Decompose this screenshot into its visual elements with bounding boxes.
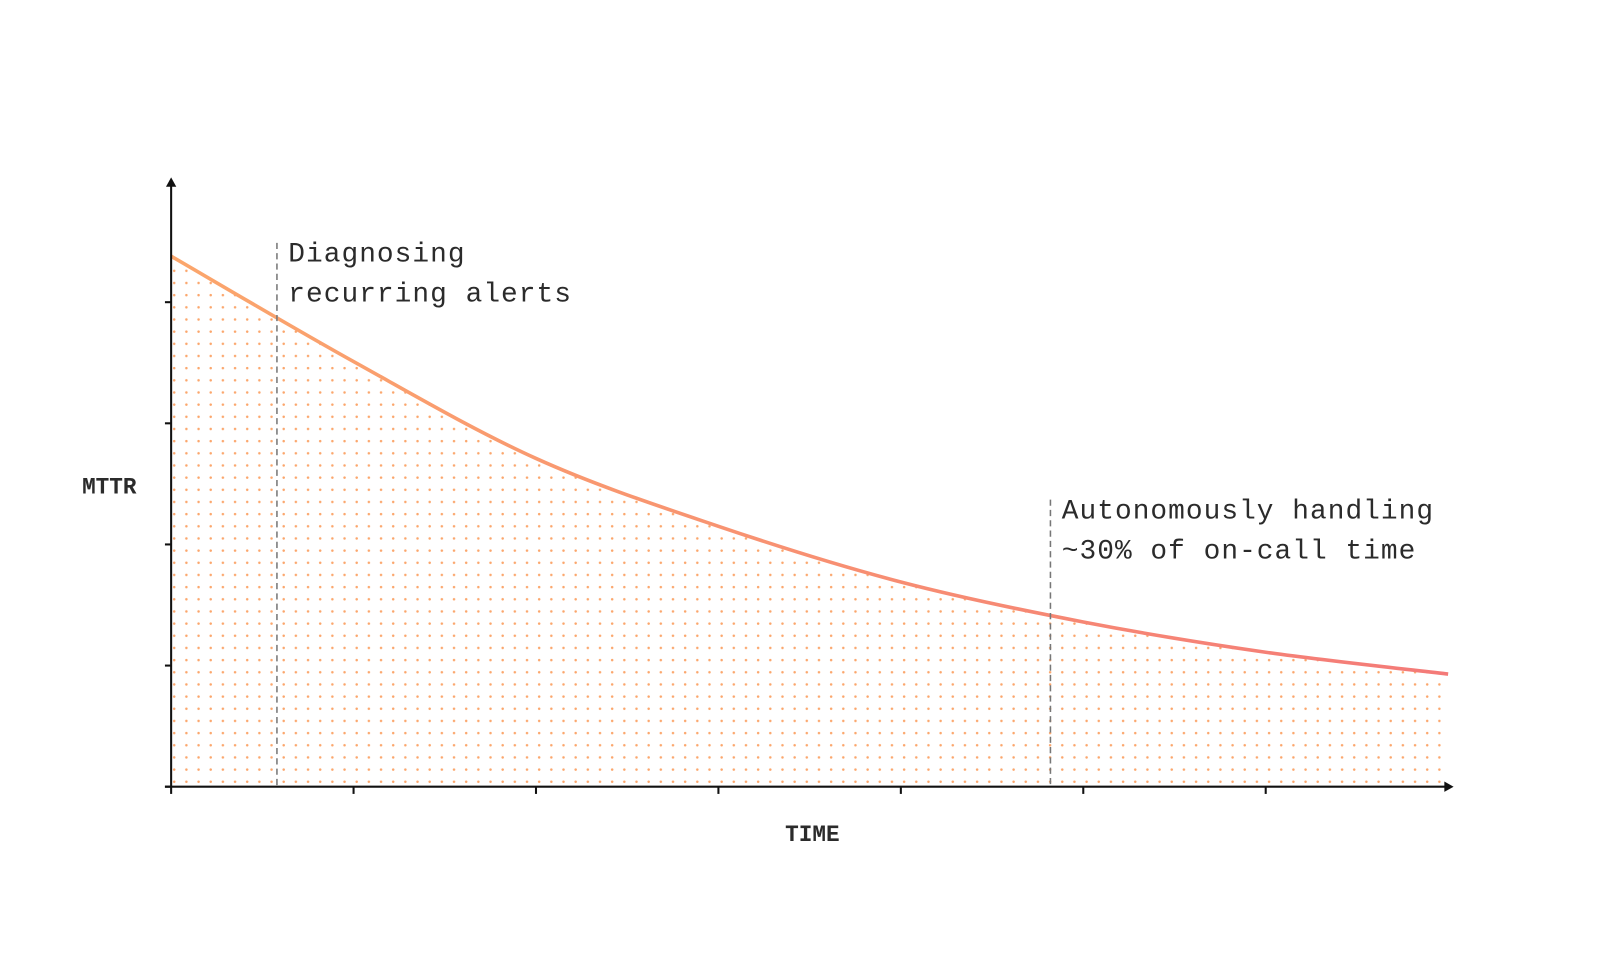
annotation-text: ~30% of on-call time	[1062, 537, 1417, 568]
annotation-text: Autonomously handling	[1062, 496, 1434, 527]
area-dots	[171, 256, 1449, 787]
x-axis-label: TIME	[785, 822, 839, 848]
x-axis-arrow	[1444, 781, 1454, 792]
annotation-text: Diagnosing	[288, 240, 465, 271]
y-axis-label: MTTR	[82, 475, 137, 501]
annotation-text: recurring alerts	[288, 280, 572, 311]
curve	[170, 254, 1449, 676]
y-axis-arrow	[165, 177, 177, 187]
